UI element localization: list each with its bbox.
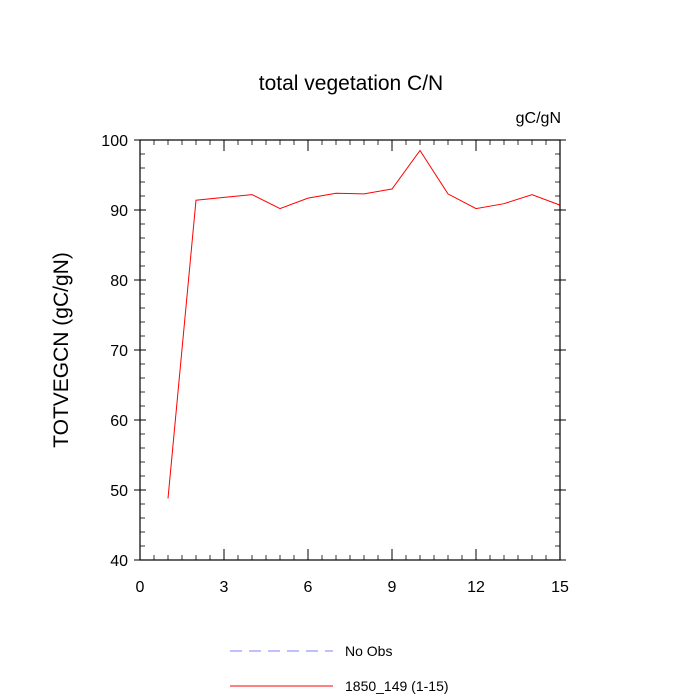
x-tick-label: 12 [467,579,485,596]
legend: No Obs 1850_149 (1-15) [230,643,449,694]
tick-labels: 0 3 6 9 12 15 40 50 60 70 80 90 100 [101,133,569,596]
plot-frame [139,139,561,561]
data-point [475,208,476,209]
y-tick-label: 80 [110,273,128,290]
y-tick-label: 50 [110,483,128,500]
series-layer [167,149,561,499]
data-point [251,194,252,195]
x-tick-label: 0 [136,579,145,596]
x-tick-label: 6 [304,579,313,596]
data-point [531,194,532,195]
y-axis-label: TOTVEGCN (gC/gN) [50,252,73,448]
legend-label: 1850_149 (1-15) [345,678,449,694]
data-point [195,200,196,201]
data-point [335,193,336,194]
y-tick-label: 100 [101,133,128,150]
y-tick-label: 70 [110,343,128,360]
x-tick-label: 15 [551,579,569,596]
axis-ticks [134,139,566,561]
data-point [503,203,504,204]
y-tick-label: 90 [110,203,128,220]
data-point [279,208,280,209]
data-point [167,498,168,499]
data-point [419,150,420,151]
data-point [447,193,448,194]
data-point [223,197,224,198]
chart-title: total vegetation C/N [259,72,443,95]
x-tick-label: 9 [388,579,397,596]
series-line [167,149,561,499]
y-tick-label: 40 [110,553,128,570]
units-label: gC/gN [516,110,561,127]
legend-label: No Obs [345,643,392,659]
data-point [307,198,308,199]
data-point [391,188,392,189]
y-tick-label: 60 [110,413,128,430]
data-point [363,193,364,194]
x-tick-label: 3 [220,579,229,596]
